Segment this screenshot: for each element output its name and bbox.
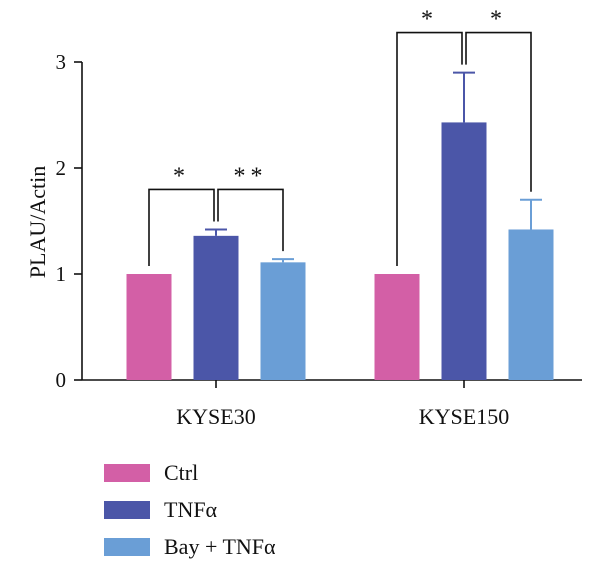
bar bbox=[508, 229, 554, 380]
significance-label: ** bbox=[234, 163, 268, 189]
significance-bracket bbox=[465, 31, 532, 192]
bar bbox=[126, 274, 172, 380]
error-bars bbox=[205, 71, 542, 263]
significance-label: * bbox=[421, 7, 438, 33]
bar bbox=[374, 274, 420, 380]
y-tick-label: 1 bbox=[56, 262, 67, 286]
significance-brackets: * *** * bbox=[148, 7, 532, 266]
y-tick-label: 3 bbox=[56, 50, 67, 74]
legend-label: TNFα bbox=[164, 497, 218, 522]
significance-label: * bbox=[173, 163, 190, 189]
y-tick-label: 0 bbox=[56, 368, 67, 392]
x-tick-label: KYSE30 bbox=[176, 404, 255, 429]
legend: Ctrl TNFα Bay + TNFα bbox=[104, 460, 276, 559]
significance-bracket bbox=[396, 31, 463, 266]
bar bbox=[260, 262, 306, 380]
significance-label: * bbox=[490, 7, 507, 33]
bars bbox=[126, 122, 554, 381]
significance-bracket bbox=[217, 188, 284, 252]
bar bbox=[193, 235, 239, 380]
legend-label: Bay + TNFα bbox=[164, 534, 276, 559]
legend-swatch bbox=[104, 501, 150, 519]
bar bbox=[441, 122, 487, 381]
y-axis-label: PLAU/Actin bbox=[25, 166, 50, 278]
x-tick-label: KYSE150 bbox=[419, 404, 509, 429]
significance-bracket bbox=[148, 188, 215, 266]
legend-label: Ctrl bbox=[164, 460, 198, 485]
legend-swatch bbox=[104, 538, 150, 556]
legend-swatch bbox=[104, 464, 150, 482]
y-tick-label: 2 bbox=[56, 156, 67, 180]
